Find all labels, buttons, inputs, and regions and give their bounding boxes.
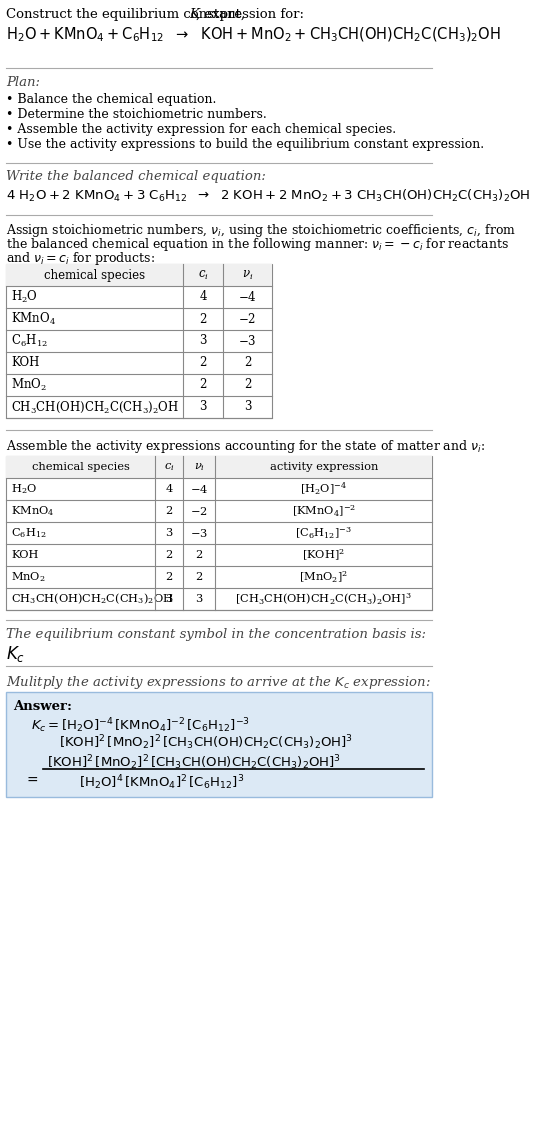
- Text: 3: 3: [165, 594, 173, 604]
- Text: $\mathrm{H_2O}$: $\mathrm{H_2O}$: [11, 289, 38, 305]
- Text: 3: 3: [199, 401, 207, 413]
- Text: The equilibrium constant symbol in the concentration basis is:: The equilibrium constant symbol in the c…: [7, 628, 426, 641]
- Text: • Balance the chemical equation.: • Balance the chemical equation.: [7, 93, 217, 106]
- Text: $\mathrm{KMnO_4}$: $\mathrm{KMnO_4}$: [11, 504, 55, 518]
- Text: • Use the activity expressions to build the equilibrium constant expression.: • Use the activity expressions to build …: [7, 138, 484, 150]
- Text: 3: 3: [199, 335, 207, 347]
- Bar: [7, 264, 271, 418]
- Text: Answer:: Answer:: [13, 700, 72, 713]
- Text: $K_c = [\mathrm{H_2O}]^{-4}\,[\mathrm{KMnO_4}]^{-2}\,[\mathrm{C_6H_{12}}]^{-3}$: $K_c = [\mathrm{H_2O}]^{-4}\,[\mathrm{KM…: [31, 716, 250, 734]
- Text: $-2$: $-2$: [239, 312, 257, 326]
- Text: $\nu_i$: $\nu_i$: [242, 268, 253, 282]
- Text: $-2$: $-2$: [191, 505, 208, 517]
- Text: 2: 2: [165, 506, 173, 515]
- Text: $\mathrm{KMnO_4}$: $\mathrm{KMnO_4}$: [11, 311, 56, 327]
- Text: and $\nu_i = c_i$ for products:: and $\nu_i = c_i$ for products:: [7, 250, 156, 267]
- Text: $=$: $=$: [24, 772, 39, 786]
- Text: $K_c$: $K_c$: [7, 643, 26, 664]
- Bar: [7, 456, 432, 478]
- Text: $[\mathrm{CH_3CH(OH)CH_2C(CH_3)_2OH}]^{3}$: $[\mathrm{CH_3CH(OH)CH_2C(CH_3)_2OH}]^{3…: [235, 592, 412, 606]
- Text: Assemble the activity expressions accounting for the state of matter and $\nu_i$: Assemble the activity expressions accoun…: [7, 438, 485, 455]
- Text: $\mathrm{MnO_2}$: $\mathrm{MnO_2}$: [11, 570, 46, 584]
- Text: $[\mathrm{KOH}]^{2}\,[\mathrm{MnO_2}]^{2}\,[\mathrm{CH_3CH(OH)CH_2C(CH_3)_2OH}]^: $[\mathrm{KOH}]^{2}\,[\mathrm{MnO_2}]^{2…: [46, 754, 341, 772]
- Text: $\mathrm{C_6H_{12}}$: $\mathrm{C_6H_{12}}$: [11, 526, 47, 540]
- Text: $\mathrm{4\ H_2O + 2\ KMnO_4 + 3\ C_6H_{12}\ \ \rightarrow \ \ 2\ KOH + 2\ MnO_2: $\mathrm{4\ H_2O + 2\ KMnO_4 + 3\ C_6H_{…: [7, 188, 531, 204]
- Text: $\mathrm{MnO_2}$: $\mathrm{MnO_2}$: [11, 377, 47, 393]
- Text: $[\mathrm{KOH}]^{2}\,[\mathrm{MnO_2}]^{2}\,[\mathrm{CH_3CH(OH)CH_2C(CH_3)_2OH}]^: $[\mathrm{KOH}]^{2}\,[\mathrm{MnO_2}]^{2…: [58, 733, 353, 751]
- Text: the balanced chemical equation in the following manner: $\nu_i = -c_i$ for react: the balanced chemical equation in the fo…: [7, 236, 509, 253]
- Text: 4: 4: [199, 291, 207, 303]
- Text: 2: 2: [199, 356, 207, 369]
- Text: $\mathrm{H_2O}$: $\mathrm{H_2O}$: [11, 482, 37, 496]
- Text: $\nu_i$: $\nu_i$: [194, 462, 205, 473]
- Text: Mulitply the activity expressions to arrive at the $K_c$ expression:: Mulitply the activity expressions to arr…: [7, 674, 431, 691]
- Text: , expression for:: , expression for:: [196, 8, 304, 21]
- Text: Write the balanced chemical equation:: Write the balanced chemical equation:: [7, 170, 266, 183]
- Text: 3: 3: [165, 528, 173, 538]
- Text: KOH: KOH: [11, 356, 40, 369]
- Text: 2: 2: [165, 550, 173, 560]
- Text: activity expression: activity expression: [270, 462, 378, 472]
- Bar: [7, 456, 432, 610]
- Bar: [7, 264, 271, 286]
- Bar: [7, 692, 432, 797]
- Text: $-4$: $-4$: [190, 483, 209, 495]
- Text: 2: 2: [165, 572, 173, 582]
- Text: $-3$: $-3$: [190, 527, 208, 539]
- Text: $c_i$: $c_i$: [198, 268, 209, 282]
- Text: 2: 2: [195, 572, 203, 582]
- Text: $\mathrm{H_2O + KMnO_4 + C_6H_{12}\ \ \rightarrow \ \ KOH + MnO_2 + CH_3CH(OH)CH: $\mathrm{H_2O + KMnO_4 + C_6H_{12}\ \ \r…: [7, 26, 501, 45]
- Text: chemical species: chemical species: [44, 268, 145, 282]
- Text: • Determine the stoichiometric numbers.: • Determine the stoichiometric numbers.: [7, 108, 267, 121]
- Text: $\mathrm{CH_3CH(OH)CH_2C(CH_3)_2OH}$: $\mathrm{CH_3CH(OH)CH_2C(CH_3)_2OH}$: [11, 592, 174, 606]
- Text: 4: 4: [165, 484, 173, 494]
- Text: $c_i$: $c_i$: [164, 462, 174, 473]
- Text: 2: 2: [244, 378, 251, 392]
- Text: 2: 2: [244, 356, 251, 369]
- Text: Plan:: Plan:: [7, 76, 40, 89]
- Text: $\mathrm{CH_3CH(OH)CH_2C(CH_3)_2OH}$: $\mathrm{CH_3CH(OH)CH_2C(CH_3)_2OH}$: [11, 400, 180, 414]
- Text: 3: 3: [244, 401, 251, 413]
- Text: $[\mathrm{H_2O}]^{4}\,[\mathrm{KMnO_4}]^{2}\,[\mathrm{C_6H_{12}}]^{3}$: $[\mathrm{H_2O}]^{4}\,[\mathrm{KMnO_4}]^…: [79, 773, 244, 792]
- Text: • Assemble the activity expression for each chemical species.: • Assemble the activity expression for e…: [7, 124, 396, 136]
- Text: $-3$: $-3$: [238, 334, 257, 348]
- Text: $\mathrm{C_6H_{12}}$: $\mathrm{C_6H_{12}}$: [11, 332, 48, 349]
- Text: $[\mathrm{C_6H_{12}}]^{-3}$: $[\mathrm{C_6H_{12}}]^{-3}$: [295, 526, 352, 540]
- Text: $[\mathrm{MnO_2}]^{2}$: $[\mathrm{MnO_2}]^{2}$: [299, 569, 348, 585]
- Text: $[\mathrm{KMnO_4}]^{-2}$: $[\mathrm{KMnO_4}]^{-2}$: [292, 503, 356, 519]
- Text: KOH: KOH: [11, 550, 39, 560]
- Text: Construct the equilibrium constant,: Construct the equilibrium constant,: [7, 8, 250, 21]
- Text: chemical species: chemical species: [32, 462, 129, 472]
- Text: 3: 3: [195, 594, 203, 604]
- Text: $-4$: $-4$: [238, 290, 257, 304]
- Text: 2: 2: [199, 378, 207, 392]
- Text: K: K: [189, 8, 199, 21]
- Text: $[\mathrm{H_2O}]^{-4}$: $[\mathrm{H_2O}]^{-4}$: [300, 481, 347, 497]
- Text: Assign stoichiometric numbers, $\nu_i$, using the stoichiometric coefficients, $: Assign stoichiometric numbers, $\nu_i$, …: [7, 222, 517, 239]
- Text: 2: 2: [195, 550, 203, 560]
- Text: 2: 2: [199, 312, 207, 326]
- Text: $[\mathrm{KOH}]^{2}$: $[\mathrm{KOH}]^{2}$: [302, 547, 345, 563]
